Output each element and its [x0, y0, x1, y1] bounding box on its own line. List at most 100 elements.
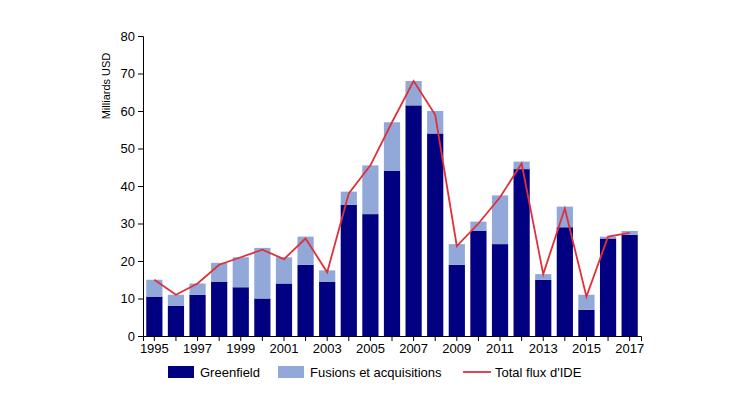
bar [384, 122, 400, 171]
bar [297, 237, 313, 265]
y-tick-label: 30 [121, 216, 135, 231]
y-tick: 80 [121, 29, 143, 44]
x-tick-mark [305, 336, 306, 341]
x-tick-label: 2009 [442, 341, 471, 356]
x-tick-mark [348, 336, 349, 341]
x-tick-label: 2001 [270, 341, 299, 356]
y-tick-label: 80 [121, 29, 135, 44]
y-tick-mark [138, 111, 143, 112]
marks [146, 81, 638, 336]
x-tick-mark [608, 336, 609, 341]
bar [276, 284, 292, 337]
x-tick-label: 2003 [313, 341, 342, 356]
bar [211, 282, 227, 336]
y-tick-mark [138, 74, 143, 75]
y-tick-label: 40 [121, 179, 135, 194]
bar [492, 244, 508, 336]
x-tick-label: 2015 [572, 341, 601, 356]
x-tick [262, 336, 263, 341]
y-axis-title: Milliards USD [100, 53, 112, 120]
bar [449, 265, 465, 336]
x-tick-label: 1997 [183, 341, 212, 356]
legend-swatch [168, 366, 194, 378]
y-tick-mark [138, 186, 143, 187]
bar [276, 257, 292, 283]
x-tick-label: 2011 [486, 341, 514, 356]
y-tick-mark [138, 149, 143, 150]
bar [254, 248, 270, 299]
y-tick: 40 [121, 179, 143, 194]
bar [406, 105, 422, 336]
y-tick-mark [138, 261, 143, 262]
bar [384, 171, 400, 336]
bar [189, 295, 205, 336]
bar [254, 299, 270, 337]
x-tick-mark [478, 336, 479, 341]
y-tick: 30 [121, 216, 143, 231]
legend-item: Total flux d'IDE [463, 365, 582, 380]
bar [146, 280, 162, 297]
x-tick [521, 336, 522, 341]
bar [362, 214, 378, 336]
y-tick-mark [138, 336, 143, 337]
y-tick: 50 [121, 141, 143, 156]
x-axis-line [144, 337, 642, 342]
legend-label: Fusions et acquisitions [310, 365, 442, 380]
legend-swatch [463, 371, 491, 373]
bar-series [146, 81, 638, 310]
x-tick-mark [219, 336, 220, 341]
bar-series [146, 105, 638, 336]
bar [578, 310, 594, 336]
y-tick-mark [138, 299, 143, 300]
legend-label: Total flux d'IDE [495, 365, 582, 380]
x-tick [348, 336, 349, 341]
y-tick-label: 10 [121, 291, 135, 306]
bar [622, 235, 638, 336]
legend-item: Greenfield [168, 365, 260, 380]
legend: Greenfield Fusions et acquisitions Total f… [168, 365, 582, 380]
bar [233, 257, 249, 287]
x-tick [219, 336, 220, 341]
bar [492, 195, 508, 244]
x-tick-mark [564, 336, 565, 341]
bar [233, 287, 249, 336]
x-tick [478, 336, 479, 341]
legend-swatch [278, 366, 304, 378]
x-tick [175, 336, 176, 341]
line [154, 81, 629, 297]
chart: 0102030405060708019951997199920012003200… [0, 0, 730, 410]
x-tick: 2009 [442, 336, 471, 356]
y-tick-label: 20 [121, 254, 135, 269]
x-tick [564, 336, 565, 341]
bar [535, 280, 551, 336]
bar [470, 231, 486, 336]
y-tick-mark [138, 224, 143, 225]
x-tick: 1999 [226, 336, 255, 356]
bar [427, 134, 443, 337]
x-tick-mark [262, 336, 263, 341]
bar [297, 265, 313, 336]
y-tick: 10 [121, 291, 143, 306]
x-tick: 2011 [486, 336, 514, 356]
x-tick: 2007 [399, 336, 428, 356]
y-tick-label: 70 [121, 66, 135, 81]
x-tick-label: 2017 [615, 341, 644, 356]
x-tick [608, 336, 609, 341]
x-tick-label: 2005 [356, 341, 385, 356]
x-axis: 1995199719992001200320052007200920112013… [140, 336, 644, 356]
x-tick-label: 1995 [140, 341, 169, 356]
y-axis: 01020304050607080 [121, 29, 144, 344]
x-tick: 1995 [140, 336, 169, 356]
x-tick [392, 336, 393, 341]
y-axis-line [138, 37, 144, 337]
bar [557, 227, 573, 336]
y-tick: 70 [121, 66, 143, 81]
x-tick [435, 336, 436, 341]
x-tick: 2017 [615, 336, 644, 356]
bar [341, 205, 357, 336]
y-tick-mark [138, 36, 143, 37]
y-tick: 60 [121, 104, 143, 119]
x-tick: 2001 [270, 336, 299, 356]
bar [146, 297, 162, 336]
x-tick-mark [435, 336, 436, 341]
